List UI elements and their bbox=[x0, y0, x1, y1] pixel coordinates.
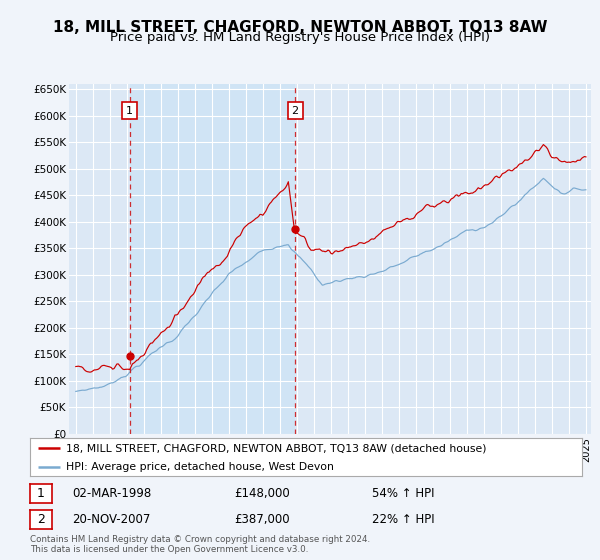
Text: 54% ↑ HPI: 54% ↑ HPI bbox=[372, 487, 434, 501]
Text: 20-NOV-2007: 20-NOV-2007 bbox=[72, 513, 151, 526]
Text: 18, MILL STREET, CHAGFORD, NEWTON ABBOT, TQ13 8AW: 18, MILL STREET, CHAGFORD, NEWTON ABBOT,… bbox=[53, 20, 547, 35]
Text: HPI: Average price, detached house, West Devon: HPI: Average price, detached house, West… bbox=[66, 462, 334, 472]
Text: Price paid vs. HM Land Registry's House Price Index (HPI): Price paid vs. HM Land Registry's House … bbox=[110, 31, 490, 44]
Text: 2: 2 bbox=[292, 105, 299, 115]
Text: 18, MILL STREET, CHAGFORD, NEWTON ABBOT, TQ13 8AW (detached house): 18, MILL STREET, CHAGFORD, NEWTON ABBOT,… bbox=[66, 443, 487, 453]
Bar bbox=[130, 84, 295, 434]
Text: 1: 1 bbox=[126, 105, 133, 115]
Text: 22% ↑ HPI: 22% ↑ HPI bbox=[372, 513, 434, 526]
Text: 02-MAR-1998: 02-MAR-1998 bbox=[72, 487, 151, 501]
Text: 1: 1 bbox=[37, 487, 45, 501]
Text: £148,000: £148,000 bbox=[234, 487, 290, 501]
Text: 2: 2 bbox=[37, 513, 45, 526]
Text: £387,000: £387,000 bbox=[234, 513, 290, 526]
Text: Contains HM Land Registry data © Crown copyright and database right 2024.
This d: Contains HM Land Registry data © Crown c… bbox=[30, 535, 370, 554]
